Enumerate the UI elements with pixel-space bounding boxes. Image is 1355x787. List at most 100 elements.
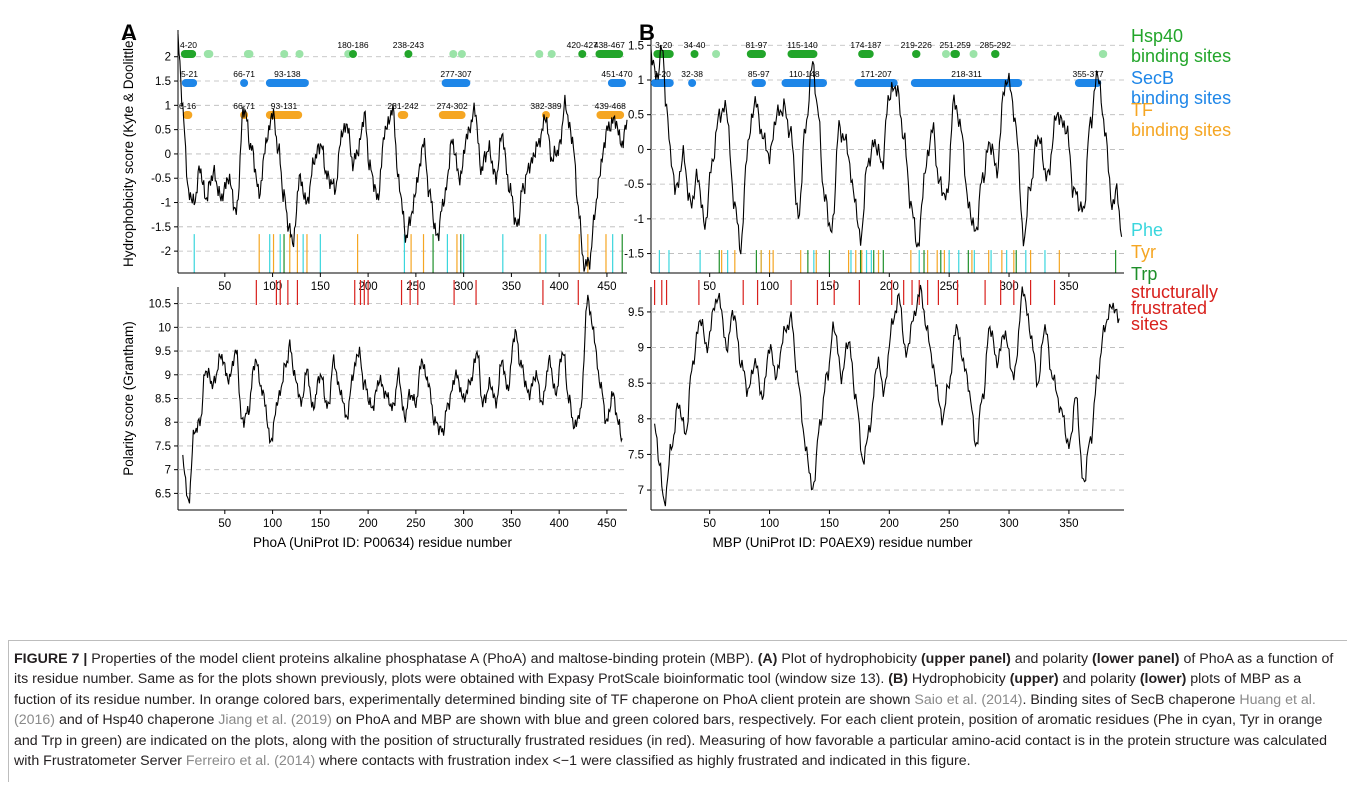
phoa-hydro-x-tick-label: 400	[550, 281, 569, 293]
phoa-hydro-x-tick-label: 150	[311, 281, 330, 293]
caption-text-7: plots of MBP as a fuction of its residue…	[14, 671, 1302, 708]
phoa-hsp40-light-bar	[535, 50, 544, 58]
mbp-hydro-y-tick-label: 0	[638, 144, 644, 156]
phoa-hydro-x-tick-label: 300	[454, 281, 473, 293]
phoa-polar-ylabel: Polarity score (Grantham)	[121, 321, 136, 476]
citation-jiang[interactable]: Jiang et al. (2019)	[218, 712, 332, 729]
mbp-polar-x-tick-label: 100	[760, 518, 779, 530]
mbp-polar-y-tick-label: 9.5	[628, 307, 644, 319]
mbp-polar-x-tick-label: 200	[880, 518, 899, 530]
mbp-secb-bar	[910, 79, 1023, 87]
phoa-polar-y-tick-label: 10	[158, 322, 171, 334]
phoa-hydro-x-tick-label: 450	[597, 281, 616, 293]
legend-tf-line1: TF	[1131, 100, 1153, 120]
phoa-polar-x-tick-label: 350	[502, 518, 521, 530]
phoa-secb-bar	[181, 79, 198, 87]
mbp-hydro-x-tick-label: 150	[820, 281, 839, 293]
phoa-secb-label: 451-470	[601, 69, 632, 79]
phoa-hydro-y-tick-label: -1.5	[151, 222, 171, 234]
caption-text-10: on PhoA and MBP are shown with blue and …	[14, 712, 1328, 770]
caption-divider	[8, 640, 1347, 641]
phoa-secb-label: 277-307	[440, 69, 471, 79]
phoa-tf-bar	[265, 111, 303, 119]
legend-phe: Phe	[1131, 220, 1163, 240]
mbp-hydro-y-tick-label: -1.5	[624, 249, 644, 261]
mbp-secb-bar	[854, 79, 898, 87]
mbp-hsp40-label: 81-97	[746, 40, 768, 50]
phoa-hsp40-light-bar	[547, 50, 556, 58]
phoa-secb-bar	[240, 79, 249, 87]
figure-caption: FIGURE 7 | Properties of the model clien…	[14, 649, 1342, 771]
mbp-hsp40-light-bar	[712, 50, 721, 58]
phoa-polar-y-tick-label: 9	[165, 370, 171, 382]
mbp-hsp40-bar	[858, 50, 874, 58]
legend-hsp40-line1: Hsp40	[1131, 26, 1183, 46]
phoa-hsp40-label: 238-243	[393, 40, 424, 50]
phoa-hsp40-light-bar	[449, 50, 458, 58]
phoa-polar-y-tick-label: 9.5	[155, 346, 171, 358]
phoa-polar-x-tick-label: 150	[311, 518, 330, 530]
mbp-hsp40-label: 174-187	[850, 40, 881, 50]
phoa-hydro-x-tick-label: 50	[218, 281, 231, 293]
panel-a-label: A	[121, 20, 137, 45]
legend-tf-line2: binding sites	[1131, 120, 1231, 140]
phoa-hydro-y-tick-label: 0	[165, 149, 171, 161]
panel-a: 21.510.50-0.5-1-1.5-24-20 180-186 238-243 4…	[121, 30, 633, 550]
mbp-hydro-x-tick-label: 100	[760, 281, 779, 293]
caption-figure-label: FIGURE 7	[14, 651, 80, 667]
phoa-polar-x-tick-label: 200	[359, 518, 378, 530]
mbp-hsp40-bar	[912, 50, 921, 58]
phoa-tf-label: 66-71	[233, 101, 255, 111]
panel-b-label: B	[639, 20, 655, 45]
mbp-secb-label: 110-148	[789, 69, 820, 79]
figure-7: 21.510.50-0.5-1-1.5-24-20 180-186 238-243 4…	[121, 20, 1231, 550]
mbp-hsp40-label: 219-226	[901, 40, 932, 50]
caption-upper-panel: (upper panel)	[920, 651, 1011, 667]
mbp-hydro-x-tick-label: 250	[940, 281, 959, 293]
phoa-hydro-ylabel: Hydrophobicity score (Kyte & Doolittle)	[121, 36, 136, 267]
phoa-hydro-y-tick-label: 0.5	[155, 125, 171, 137]
mbp-secb-label: 32-38	[681, 69, 703, 79]
phoa-hsp40-light-bar	[457, 50, 466, 58]
mbp-hsp40-label: 3-20	[655, 40, 672, 50]
caption-text-8: . Binding sites of SecB chaperone	[1022, 691, 1240, 708]
mbp-hydro-series-line	[650, 44, 1123, 255]
mbp-secb-label: 1-20	[654, 69, 671, 79]
mbp-hydro-y-tick-label: 0.5	[628, 110, 644, 122]
mbp-hydro-x-tick-label: 300	[999, 281, 1018, 293]
mbp-hydro-x-tick-label: 50	[703, 281, 716, 293]
phoa-tf-bar	[596, 111, 625, 119]
phoa-hsp40-label: 438-467	[594, 40, 625, 50]
mbp-polar-x-tick-label: 250	[940, 518, 959, 530]
phoa-hydro-y-tick-label: 2	[165, 52, 171, 64]
mbp-hydro-y-tick-label: 1	[638, 75, 644, 87]
caption-text-1: Properties of the model client proteins …	[91, 651, 758, 667]
legend-frustrated-line2: frustrated	[1131, 298, 1207, 318]
citation-huang[interactable]: Huang et al. (2016)	[14, 691, 1316, 729]
mbp-polar-y-tick-label: 7.5	[628, 449, 644, 461]
citation-saio[interactable]: Saio et al. (2014)	[914, 691, 1023, 708]
phoa-tf-bar	[182, 111, 193, 119]
phoa-hydro-x-tick-label: 100	[263, 281, 282, 293]
mbp-polar-y-tick-label: 9	[638, 343, 644, 355]
mbp-hsp40-light-bar	[941, 50, 950, 58]
mbp-hsp40-label: 115-140	[787, 40, 818, 50]
caption-text-11: where contacts with frustration index <−…	[315, 753, 971, 770]
mbp-hsp40-light-bar	[1098, 50, 1108, 58]
phoa-tf-bar	[397, 111, 409, 119]
mbp-hsp40-label: 251-259	[940, 40, 971, 50]
citation-ferreiro[interactable]: Ferreiro et al. (2014)	[185, 753, 316, 770]
phoa-hsp40-label: 180-186	[337, 40, 368, 50]
legend-trp: Trp	[1131, 264, 1157, 284]
caption-upper: (upper)	[1009, 671, 1059, 688]
phoa-hsp40-label: 420-427	[567, 40, 598, 50]
caption-lower-panel: (lower panel)	[1092, 651, 1180, 667]
phoa-polar-x-tick-label: 100	[263, 518, 282, 530]
mbp-hsp40-bar	[787, 50, 818, 58]
phoa-polar-x-tick-label: 400	[550, 518, 569, 530]
phoa-secb-label: 66-71	[233, 69, 255, 79]
mbp-secb-label: 355-377	[1072, 69, 1103, 79]
caption-sep: |	[79, 651, 92, 667]
phoa-polar-y-tick-label: 8.5	[155, 394, 171, 406]
phoa-polar-y-tick-label: 7.5	[155, 441, 171, 453]
